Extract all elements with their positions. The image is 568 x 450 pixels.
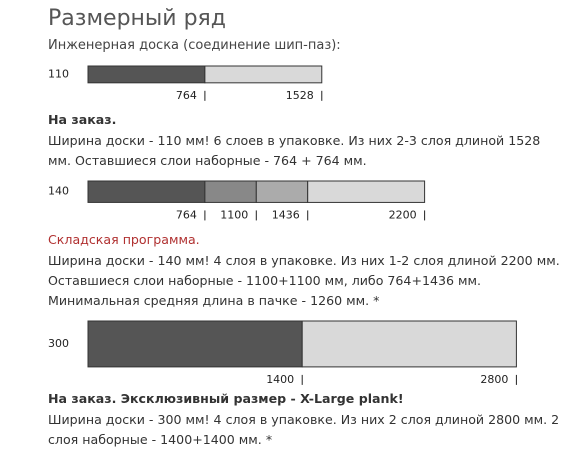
row-width: 110 — [48, 67, 69, 80]
row-width: 140 — [48, 185, 69, 198]
length-label: 1400 — [266, 373, 294, 386]
segment — [301, 320, 517, 368]
length-label: 764 — [176, 89, 197, 102]
segment — [87, 180, 206, 203]
title: Размерный ряд — [48, 6, 226, 31]
segment — [87, 320, 303, 368]
description: Ширина доски - 110 мм! 6 слоев в упаковк… — [48, 133, 541, 168]
description: Ширина доски - 140 мм! 4 слоя в упаковке… — [48, 253, 560, 308]
length-label: 1100 — [220, 208, 248, 221]
length-label: 764 — [176, 208, 197, 221]
length-label: 2200 — [389, 208, 417, 221]
segment — [255, 180, 309, 203]
segment — [204, 65, 323, 84]
length-label: 1436 — [272, 208, 300, 221]
subtitle: Инженерная доска (соединение шип-паз): — [48, 38, 341, 53]
segment — [204, 180, 257, 203]
segment — [307, 180, 426, 203]
segment — [87, 65, 206, 84]
length-label: 1528 — [286, 89, 314, 102]
description: Ширина доски - 300 мм! 4 слоя в упаковке… — [48, 412, 560, 447]
heading: Складская программа. — [48, 232, 200, 247]
length-label: 2800 — [480, 373, 508, 386]
heading: На заказ. — [48, 112, 117, 127]
heading: На заказ. Эксклюзивный размер - X-Large … — [48, 391, 404, 406]
row-width: 300 — [48, 337, 69, 350]
